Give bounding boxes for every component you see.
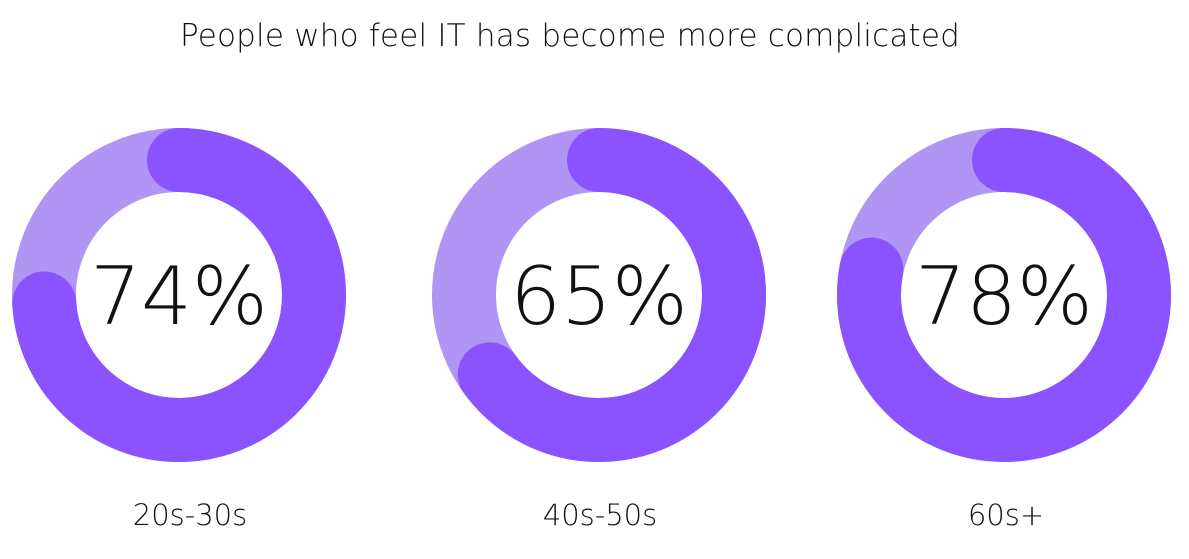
donut-label-20s-30s: 20s-30s <box>132 498 248 532</box>
donut-value-60s-plus: 78% <box>915 250 1093 343</box>
chart-title: People who feel IT has become more compl… <box>179 18 961 54</box>
donut-label-40s-50s: 40s-50s <box>542 498 658 532</box>
donut-value-20s-30s: 74% <box>90 250 268 343</box>
donut-value-40s-50s: 65% <box>510 250 688 343</box>
donut-arc-40s-50s <box>457 128 766 462</box>
donut-arc-20s-30s <box>12 128 346 462</box>
donut-label-60s-plus: 60s+ <box>967 498 1045 532</box>
donut-arc-60s-plus <box>837 128 1171 462</box>
